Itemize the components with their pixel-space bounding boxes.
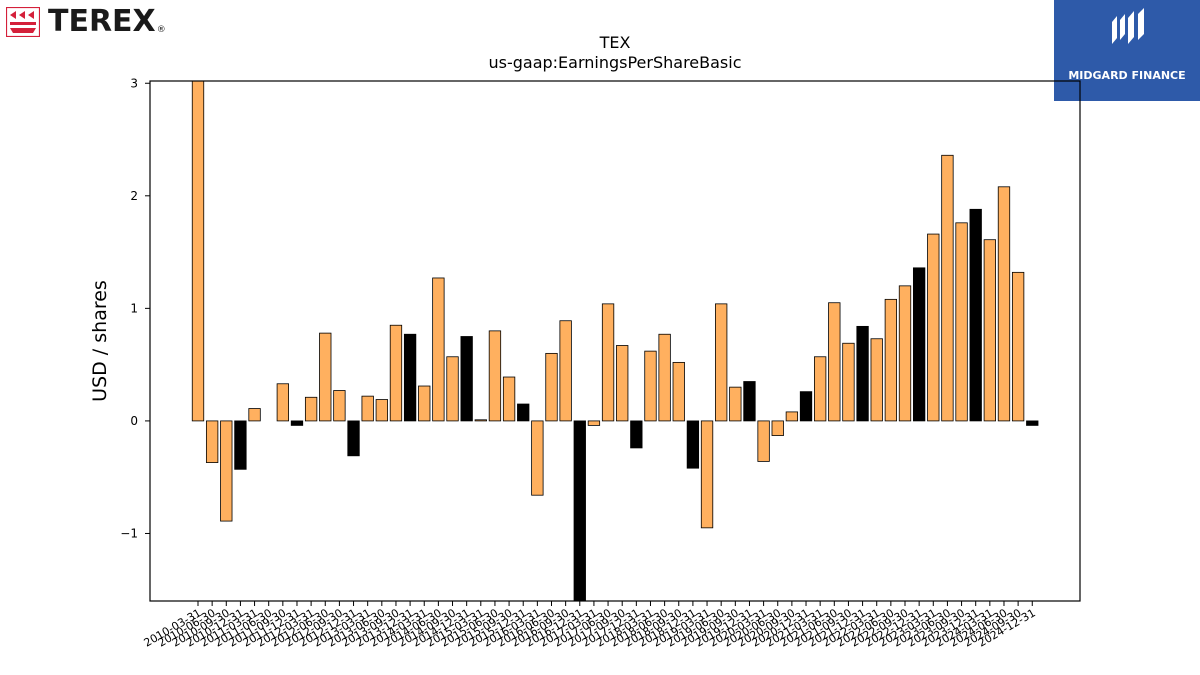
bar-2015-12-31	[517, 403, 530, 422]
plot-frame	[149, 80, 1081, 602]
midgard-emblem-icon	[1112, 8, 1144, 44]
bar-2011-03-31	[248, 408, 261, 422]
bar-2018-06-30	[658, 333, 671, 422]
bar-2018-12-31	[686, 420, 700, 469]
bar-2016-06-30	[545, 352, 558, 422]
bar-2010-12-31	[234, 420, 247, 470]
bar-2012-03-31	[304, 396, 318, 422]
bar-2015-06-30	[488, 330, 502, 422]
bar-2011-12-31	[290, 420, 304, 426]
terex-logo-text: TEREX	[48, 4, 156, 39]
bar-2010-06-30	[205, 420, 219, 463]
bar-2019-09-30	[729, 386, 742, 422]
bar-2023-09-30	[955, 222, 968, 422]
midgard-finance-text: MIDGARD FINANCE	[1068, 69, 1186, 82]
bar-2023-03-31	[927, 233, 940, 422]
bar-2015-03-31	[474, 419, 487, 422]
bar-2012-09-30	[333, 390, 346, 422]
bar-2024-09-30	[1011, 271, 1025, 422]
bar-2011-09-30	[276, 383, 289, 422]
bar-2024-12-31	[1026, 420, 1039, 426]
y-tick-label: 1	[130, 301, 138, 315]
bar-2012-12-31	[347, 420, 360, 457]
y-axis-label: USD / shares	[89, 280, 111, 402]
bar-2017-03-31	[587, 420, 601, 426]
bar-2013-12-31	[403, 333, 417, 422]
bar-2017-12-31	[630, 420, 643, 449]
bar-2022-09-30	[898, 285, 912, 422]
bar-2018-03-31	[644, 350, 657, 422]
bar-2020-03-31	[757, 420, 770, 462]
bar-2016-03-31	[531, 420, 544, 496]
bar-2021-09-30	[842, 342, 855, 422]
bar-2022-12-31	[912, 267, 926, 422]
bar-2021-06-30	[828, 302, 841, 422]
bar-2019-12-31	[743, 381, 756, 422]
bar-2021-03-31	[814, 356, 827, 422]
bar-2023-06-30	[941, 154, 954, 422]
bar-2010-09-30	[220, 420, 233, 522]
bar-2013-06-30	[375, 399, 388, 422]
bar-2020-12-31	[799, 391, 813, 422]
bar-2010-03-31	[191, 80, 205, 422]
bar-2013-03-31	[361, 395, 374, 422]
bar-2017-09-30	[616, 345, 629, 422]
bar-2022-03-31	[870, 338, 883, 422]
bar-2015-09-30	[502, 376, 516, 422]
y-tick-label: 0	[130, 414, 138, 428]
bar-2014-09-30	[446, 356, 459, 422]
bar-2013-09-30	[389, 324, 403, 422]
bar-2017-06-30	[601, 303, 615, 422]
bar-2014-12-31	[460, 336, 473, 422]
bar-2024-03-31	[983, 239, 996, 422]
bar-2018-09-30	[672, 361, 685, 422]
bar-2024-06-30	[997, 186, 1011, 422]
bar-2020-06-30	[771, 420, 784, 436]
registered-mark: ®	[156, 25, 166, 35]
bar-2012-06-30	[319, 332, 332, 422]
terex-emblem-icon	[6, 7, 40, 37]
bar-2019-06-30	[715, 303, 728, 422]
chart-subtitle: us-gaap:EarningsPerShareBasic	[488, 53, 742, 72]
bar-2020-09-30	[785, 411, 799, 422]
y-tick-label: 3	[130, 76, 138, 90]
bar-2019-03-31	[700, 420, 714, 529]
midgard-finance-logo: MIDGARD FINANCE	[1054, 0, 1200, 101]
terex-logo: TEREX ®	[6, 6, 166, 38]
bar-2022-06-30	[884, 298, 898, 422]
bar-2014-03-31	[418, 385, 431, 422]
y-tick-label: −1	[120, 526, 138, 540]
y-tick-label: 2	[130, 189, 138, 203]
bar-2023-12-31	[969, 208, 982, 422]
bar-2021-12-31	[856, 325, 869, 422]
bar-2016-09-30	[559, 320, 572, 422]
bar-2016-12-31	[573, 420, 586, 602]
bar-2014-06-30	[432, 277, 445, 422]
chart-title: TEX	[599, 33, 631, 52]
